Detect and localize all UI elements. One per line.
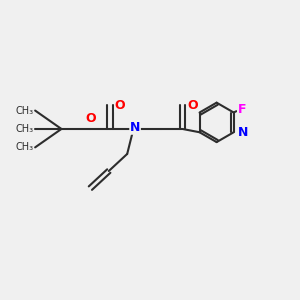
Text: F: F: [238, 103, 246, 116]
Text: CH₃: CH₃: [16, 124, 34, 134]
Text: O: O: [187, 99, 198, 112]
Text: O: O: [115, 99, 125, 112]
Text: N: N: [238, 126, 248, 139]
Text: CH₃: CH₃: [16, 142, 34, 152]
Text: CH₃: CH₃: [16, 106, 34, 116]
Text: N: N: [130, 121, 140, 134]
Text: O: O: [85, 112, 96, 125]
